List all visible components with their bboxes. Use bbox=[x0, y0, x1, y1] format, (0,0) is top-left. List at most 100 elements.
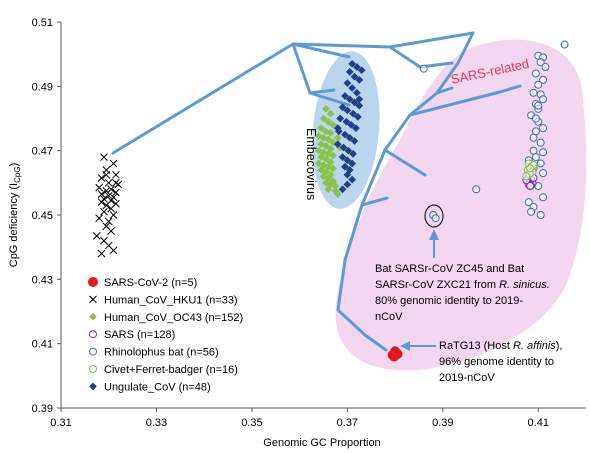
point-rhinolophus bbox=[539, 148, 548, 157]
point-human-cov-hku1-stroke-b bbox=[100, 195, 108, 203]
point-human-cov-hku1-stroke-b bbox=[109, 159, 118, 168]
zc45-highlight-ring bbox=[424, 204, 444, 228]
point-human-cov-hku1-stroke-b bbox=[102, 187, 111, 195]
point-human-cov-hku1 bbox=[95, 214, 104, 223]
sars-related-region bbox=[335, 39, 587, 371]
x-tick-label: 0.35 bbox=[241, 417, 262, 429]
annotation-ratg13-line-1: RaTG13 (Host R. affinis), bbox=[439, 340, 563, 352]
point-ungulate-cov bbox=[343, 79, 352, 88]
y-axis-title-tail: ) bbox=[8, 163, 20, 167]
point-human-cov-hku1 bbox=[102, 201, 111, 210]
point-human-cov-hku1 bbox=[104, 217, 113, 226]
point-human-cov-oc43 bbox=[319, 114, 328, 123]
point-human-cov-hku1 bbox=[104, 191, 113, 200]
point-ungulate-cov bbox=[355, 95, 364, 104]
y-tick-label: 0.47 bbox=[32, 146, 53, 158]
point-ungulate-cov bbox=[339, 143, 348, 152]
point-rhinolophus bbox=[541, 63, 550, 72]
branch-sars-right bbox=[408, 84, 522, 117]
annotation-ratg13-suffix: ), bbox=[556, 340, 563, 352]
point-ungulate-cov bbox=[338, 185, 347, 194]
point-ungulate-cov bbox=[341, 162, 349, 171]
point-ungulate-cov bbox=[338, 153, 347, 162]
point-human-cov-oc43 bbox=[321, 104, 330, 113]
point-human-cov-hku1-stroke-b bbox=[97, 249, 106, 258]
point-rhinolophus bbox=[524, 198, 533, 207]
branch-sars-mid bbox=[383, 148, 427, 177]
point-human-cov-hku1-stroke-b bbox=[92, 232, 101, 240]
point-human-cov-hku1-stroke-b bbox=[102, 222, 111, 231]
point-ungulate-cov bbox=[342, 117, 351, 126]
point-rhinolophus bbox=[529, 88, 538, 97]
point-ungulate-cov bbox=[336, 114, 345, 123]
y-axis-title-main: CpG deficiency (I bbox=[8, 183, 20, 267]
point-human-cov-hku1 bbox=[112, 170, 120, 179]
zc45-arrow-head bbox=[429, 229, 439, 240]
point-rhinolophus bbox=[534, 80, 543, 89]
point-human-cov-hku1-stroke-b bbox=[109, 211, 118, 219]
point-human-cov-hku1-stroke-b bbox=[100, 207, 108, 216]
point-human-cov-hku1-stroke-b bbox=[107, 227, 115, 235]
point-human-cov-oc43 bbox=[314, 132, 323, 141]
point-human-cov-oc43 bbox=[324, 117, 333, 126]
point-rhinolophus bbox=[431, 214, 440, 223]
point-rhinolophus bbox=[539, 124, 548, 133]
point-ungulate-cov bbox=[345, 95, 354, 104]
point-human-cov-hku1-stroke-b bbox=[104, 217, 113, 226]
point-human-cov-hku1 bbox=[112, 178, 120, 187]
x-tick-label: 0.31 bbox=[50, 417, 71, 429]
point-human-cov-hku1-stroke-b bbox=[109, 246, 118, 255]
point-civet-ferret-badger bbox=[522, 172, 531, 181]
annotation-ratg13: RaTG13 (Host R. affinis), 96% genome ide… bbox=[439, 340, 563, 384]
point-human-cov-hku1-stroke-b bbox=[107, 204, 115, 213]
point-ungulate-cov bbox=[347, 120, 356, 129]
point-ungulate-cov bbox=[343, 106, 352, 115]
point-rhinolophus bbox=[536, 138, 545, 147]
point-human-cov-hku1-stroke-b bbox=[102, 201, 111, 210]
point-human-cov-oc43 bbox=[321, 154, 330, 163]
point-human-cov-hku1-stroke-b bbox=[97, 190, 106, 198]
annotation-graphics bbox=[400, 204, 444, 351]
branch-hku1 bbox=[111, 42, 295, 155]
phylogeny-lines bbox=[111, 31, 522, 352]
point-rhinolophus bbox=[536, 58, 545, 67]
legend-marker bbox=[89, 295, 97, 304]
point-human-cov-hku1-stroke-b bbox=[95, 183, 104, 192]
point-ungulate-cov bbox=[341, 130, 349, 139]
annotation-ratg13-line-3: 2019-nCoV bbox=[439, 372, 495, 384]
point-human-cov-hku1-stroke-b bbox=[104, 178, 113, 187]
point-human-cov-hku1 bbox=[107, 204, 115, 213]
point-human-cov-hku1 bbox=[95, 183, 104, 192]
point-ungulate-cov bbox=[352, 88, 361, 97]
point-human-cov-hku1 bbox=[109, 211, 118, 219]
branch-embeco-3 bbox=[308, 88, 336, 95]
point-human-cov-hku1 bbox=[97, 174, 106, 182]
annotation-zc45-line-2-text: SARSr-CoV ZXC21 from bbox=[375, 279, 499, 291]
point-ungulate-cov bbox=[343, 180, 352, 189]
legend-label: Rhinolophus bat (n=56) bbox=[104, 347, 219, 359]
annotation-zc45-line-1: Bat SARSr-CoV ZC45 and Bat bbox=[375, 263, 524, 275]
legend-label: Ungulate_CoV (n=48) bbox=[104, 381, 211, 393]
point-rhinolophus bbox=[560, 40, 569, 49]
point-ungulate-cov bbox=[357, 66, 366, 75]
point-rhinolophus bbox=[539, 193, 548, 202]
legend-label: SARS-CoV-2 (n=5) bbox=[104, 277, 197, 289]
point-human-cov-oc43 bbox=[329, 138, 337, 147]
point-ungulate-cov bbox=[343, 170, 352, 179]
branch-root-top bbox=[291, 31, 475, 49]
y-axis-title-sub: CpG bbox=[13, 166, 22, 182]
point-human-cov-hku1 bbox=[100, 195, 108, 203]
point-human-cov-hku1 bbox=[97, 198, 106, 206]
annotation-zc45-italic: R. sinicus. bbox=[499, 279, 550, 291]
y-tick-label: 0.39 bbox=[32, 403, 53, 415]
point-ungulate-cov bbox=[345, 67, 354, 76]
point-human-cov-hku1 bbox=[104, 178, 113, 187]
point-ungulate-cov bbox=[344, 146, 353, 155]
point-human-cov-hku1-stroke-b bbox=[102, 170, 111, 179]
point-human-cov-oc43 bbox=[317, 124, 326, 133]
point-human-cov-hku1 bbox=[109, 193, 118, 202]
point-human-cov-oc43 bbox=[333, 190, 342, 199]
point-human-cov-hku1 bbox=[102, 187, 111, 195]
annotation-zc45: Bat SARSr-CoV ZC45 and Bat SARSr-CoV ZXC… bbox=[375, 263, 550, 323]
point-human-cov-hku1-stroke-b bbox=[104, 191, 113, 200]
